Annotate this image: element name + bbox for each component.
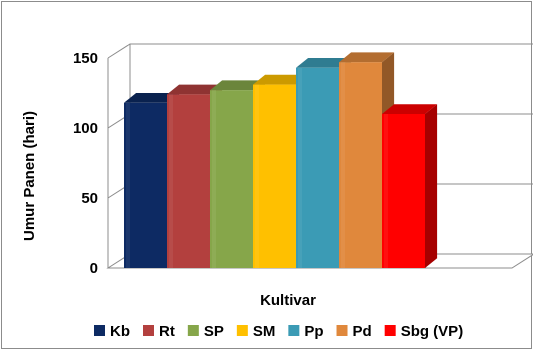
bars <box>124 52 438 269</box>
bar <box>167 84 223 269</box>
legend-item: Sbg (VP) <box>384 323 464 340</box>
legend-item: Rt <box>143 323 175 340</box>
legend-item: Kb <box>94 323 130 340</box>
legend-swatch <box>384 325 396 336</box>
bar <box>382 104 438 268</box>
legend: Kb Rt SP SM Pp Pd Sbg (VP) <box>94 323 463 340</box>
legend-item: Pp <box>288 323 324 340</box>
legend-item: SP <box>187 323 224 340</box>
legend-swatch <box>94 325 105 336</box>
legend-label: Pd <box>353 323 372 340</box>
x-axis-label: Kultivar <box>260 292 316 309</box>
legend-label: Pp <box>304 323 323 340</box>
y-tick-label: 100 <box>73 120 98 137</box>
legend-swatch <box>187 325 199 336</box>
legend-label: Sbg (VP) <box>401 323 464 340</box>
y-tick-label: 50 <box>81 190 98 207</box>
legend-item: Pd <box>336 323 372 340</box>
legend-swatch <box>336 325 348 336</box>
legend-item: SM <box>236 323 276 340</box>
legend-swatch <box>143 325 154 336</box>
legend-swatch <box>236 325 248 336</box>
legend-label: Rt <box>159 323 175 340</box>
legend-label: SM <box>253 323 276 340</box>
y-tick-label: 150 <box>73 50 98 67</box>
legend-label: Kb <box>110 323 130 340</box>
legend-swatch <box>288 325 300 336</box>
y-tick-labels: 0 50 100 150 <box>73 50 98 277</box>
y-axis-label: Umur Panen (hari) <box>21 111 38 241</box>
legend-label: SP <box>204 323 224 340</box>
y-tick-label: 0 <box>90 260 98 277</box>
